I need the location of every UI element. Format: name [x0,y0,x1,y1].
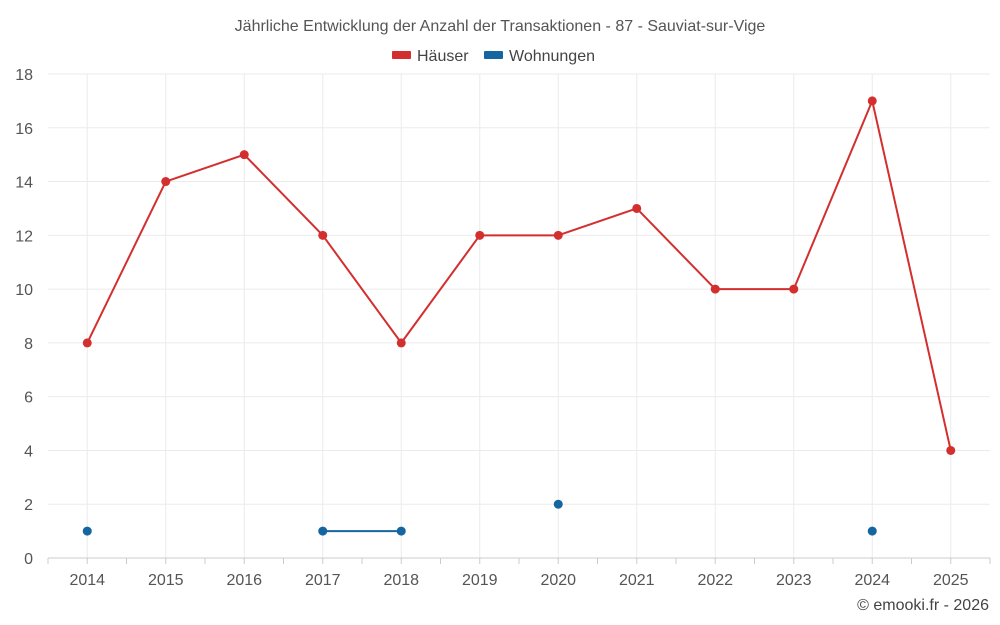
x-tick-label: 2021 [619,572,655,589]
data-point[interactable] [82,526,92,536]
y-tick-label: 18 [15,67,33,84]
x-tick-label: 2024 [854,572,890,589]
x-tick-label: 2020 [540,572,576,589]
y-tick-label: 16 [15,121,33,138]
series-line-segment [86,180,167,344]
series-line-segment [321,234,403,344]
legend-item-wohnungen[interactable]: Wohnungen [484,48,595,65]
x-tick-label: 2025 [933,572,969,589]
legend-label-wohnungen: Wohnungen [509,48,595,65]
y-tick-label: 12 [15,228,33,245]
data-point[interactable] [396,526,406,536]
y-tick-label: 10 [15,282,33,299]
legend-swatch-wohnungen [484,51,503,59]
data-point[interactable] [789,284,799,294]
y-tick-label: 2 [24,497,33,514]
y-tick-label: 6 [24,390,33,407]
data-point[interactable] [396,338,406,348]
data-point[interactable] [318,230,328,240]
data-point[interactable] [553,499,563,509]
data-point[interactable] [867,96,877,106]
series-line-segment [557,207,638,237]
data-point[interactable] [318,526,328,536]
grid [48,73,990,558]
series [82,96,956,536]
x-tick-label: 2018 [383,572,419,589]
axes: 0 2 4 6 8 10 12 14 16 18 2014 2015 2016 2017 2018 2019 2… [15,67,991,589]
data-point[interactable] [946,445,956,455]
credit-text: © emooki.fr - 2026 [857,597,989,614]
x-tick-label: 2019 [462,572,498,589]
x-tick-label: 2023 [776,572,812,589]
data-point[interactable] [475,230,485,240]
series-line-segment [164,153,246,183]
x-tick-label: 2022 [697,572,733,589]
series-line-segment [400,234,481,344]
series-line-segment [635,207,717,291]
series-line-segment [792,99,874,291]
data-point[interactable] [239,150,249,160]
y-tick-label: 8 [24,336,33,353]
series-wohnungen [82,499,877,536]
data-point[interactable] [867,526,877,536]
series-haeuser [82,96,956,455]
legend-label-haeuser: Häuser [417,48,469,65]
series-line-segment [243,153,324,237]
x-tick-label: 2017 [305,572,341,589]
x-tick-label: 2014 [69,572,105,589]
legend-item-haeuser[interactable]: Häuser [392,48,469,65]
data-point[interactable] [553,230,563,240]
y-tick-label: 0 [24,551,33,568]
data-point[interactable] [710,284,720,294]
legend-swatch-haeuser [392,51,411,59]
data-point[interactable] [161,177,171,187]
x-tick-label: 2015 [148,572,184,589]
x-tick-label: 2016 [226,572,262,589]
y-tick-label: 14 [15,175,33,192]
legend: Häuser Wohnungen [392,48,595,65]
series-line-segment [871,99,952,452]
data-point[interactable] [82,338,92,348]
chart-title: Jährliche Entwicklung der Anzahl der Tra… [235,18,766,35]
data-point[interactable] [632,203,642,213]
y-tick-label: 4 [24,443,33,460]
